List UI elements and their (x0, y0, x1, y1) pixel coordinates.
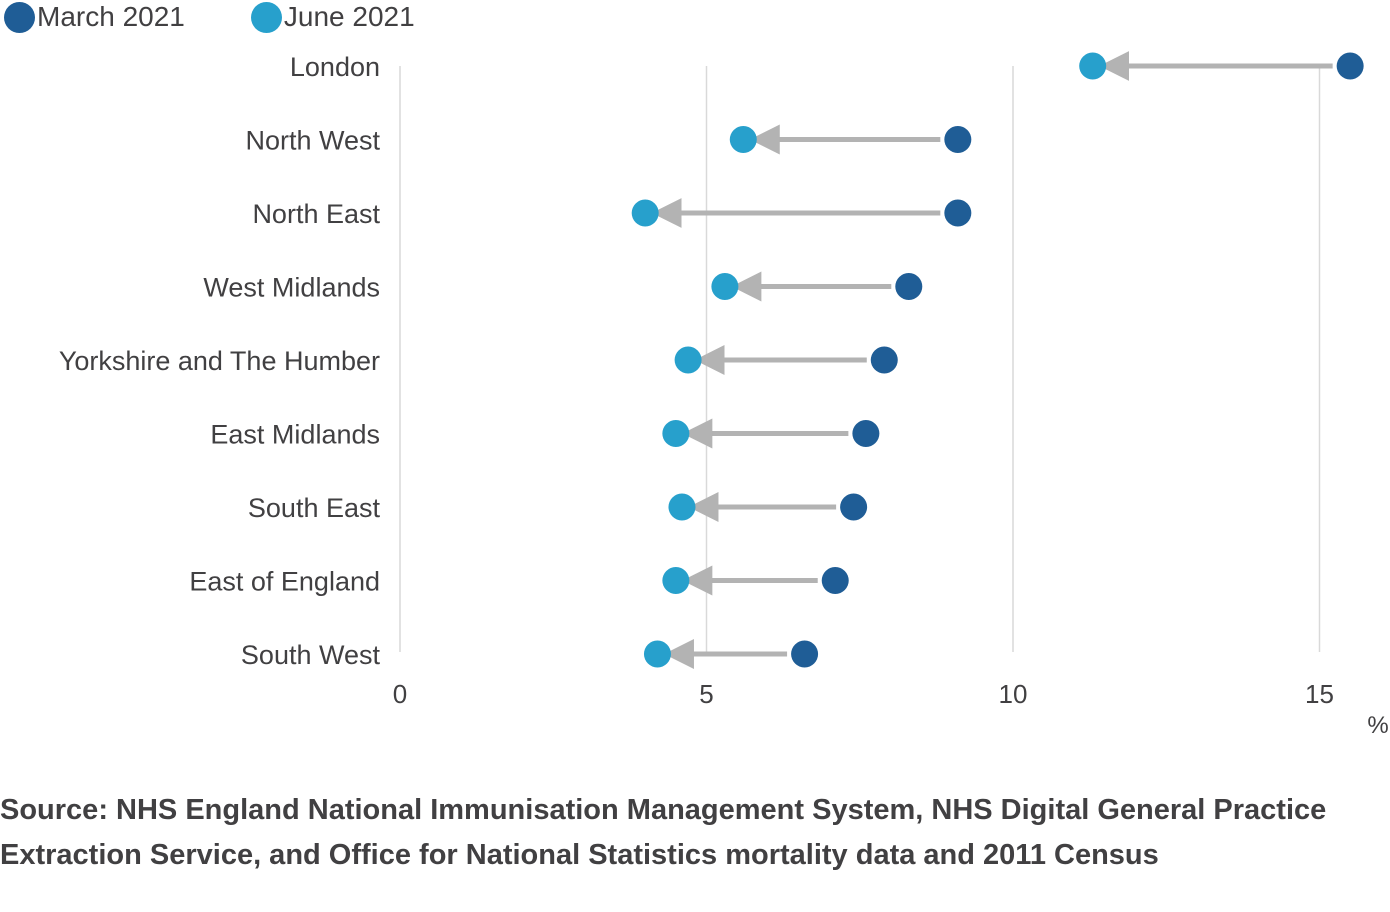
category-label: South West (241, 640, 381, 670)
legend-swatch-march-2021 (4, 1, 35, 33)
march-2021-point (944, 126, 972, 153)
data-points (631, 52, 1364, 668)
legend-swatch-june-2021 (250, 1, 282, 33)
june-2021-point (643, 640, 671, 668)
legend-item-march-2021: March 2021 (4, 1, 185, 33)
x-unit-label: % (1367, 712, 1388, 739)
march-2021-point (852, 420, 880, 447)
march-2021-point (821, 567, 849, 594)
legend-item-june-2021: June 2021 (250, 1, 415, 33)
march-2021-point (1336, 52, 1364, 80)
category-label: North East (252, 199, 380, 229)
june-2021-point (674, 346, 702, 374)
june-2021-point (729, 126, 757, 153)
march-2021-point (870, 346, 898, 374)
chart-legend: March 2021 June 2021 (4, 0, 481, 34)
x-tick-label: 0 (393, 679, 407, 709)
x-tick-label: 5 (699, 679, 713, 709)
category-label: London (290, 52, 380, 82)
change-arrows (651, 51, 1333, 669)
march-2021-point (944, 199, 972, 227)
source-note: Source: NHS England National Immunisatio… (0, 794, 1327, 871)
june-2021-point (662, 567, 690, 594)
legend-label-june-2021: June 2021 (283, 1, 415, 32)
march-2021-point (895, 273, 923, 300)
june-2021-point (711, 273, 739, 300)
category-label: East Midlands (210, 420, 380, 450)
june-2021-point (1079, 52, 1107, 80)
x-tick-label: 10 (999, 679, 1028, 709)
march-2021-point (840, 493, 868, 521)
category-label: South East (248, 493, 381, 523)
x-tick-label: 15 (1305, 679, 1334, 709)
march-2021-point (791, 640, 819, 668)
june-2021-point (668, 493, 696, 521)
category-label: Yorkshire and The Humber (59, 346, 380, 376)
dumbbell-chart: 0 5 10 15% London North West North East West Mi… (59, 51, 1389, 739)
legend-label-march-2021: March 2021 (37, 1, 185, 32)
june-2021-point (662, 420, 690, 447)
axis-labels: 0 5 10 15% London North West North East West Mi… (59, 52, 1389, 739)
category-label: East of England (189, 567, 380, 597)
june-2021-point (631, 199, 659, 227)
category-label: West Midlands (203, 273, 380, 303)
category-label: North West (245, 126, 380, 156)
